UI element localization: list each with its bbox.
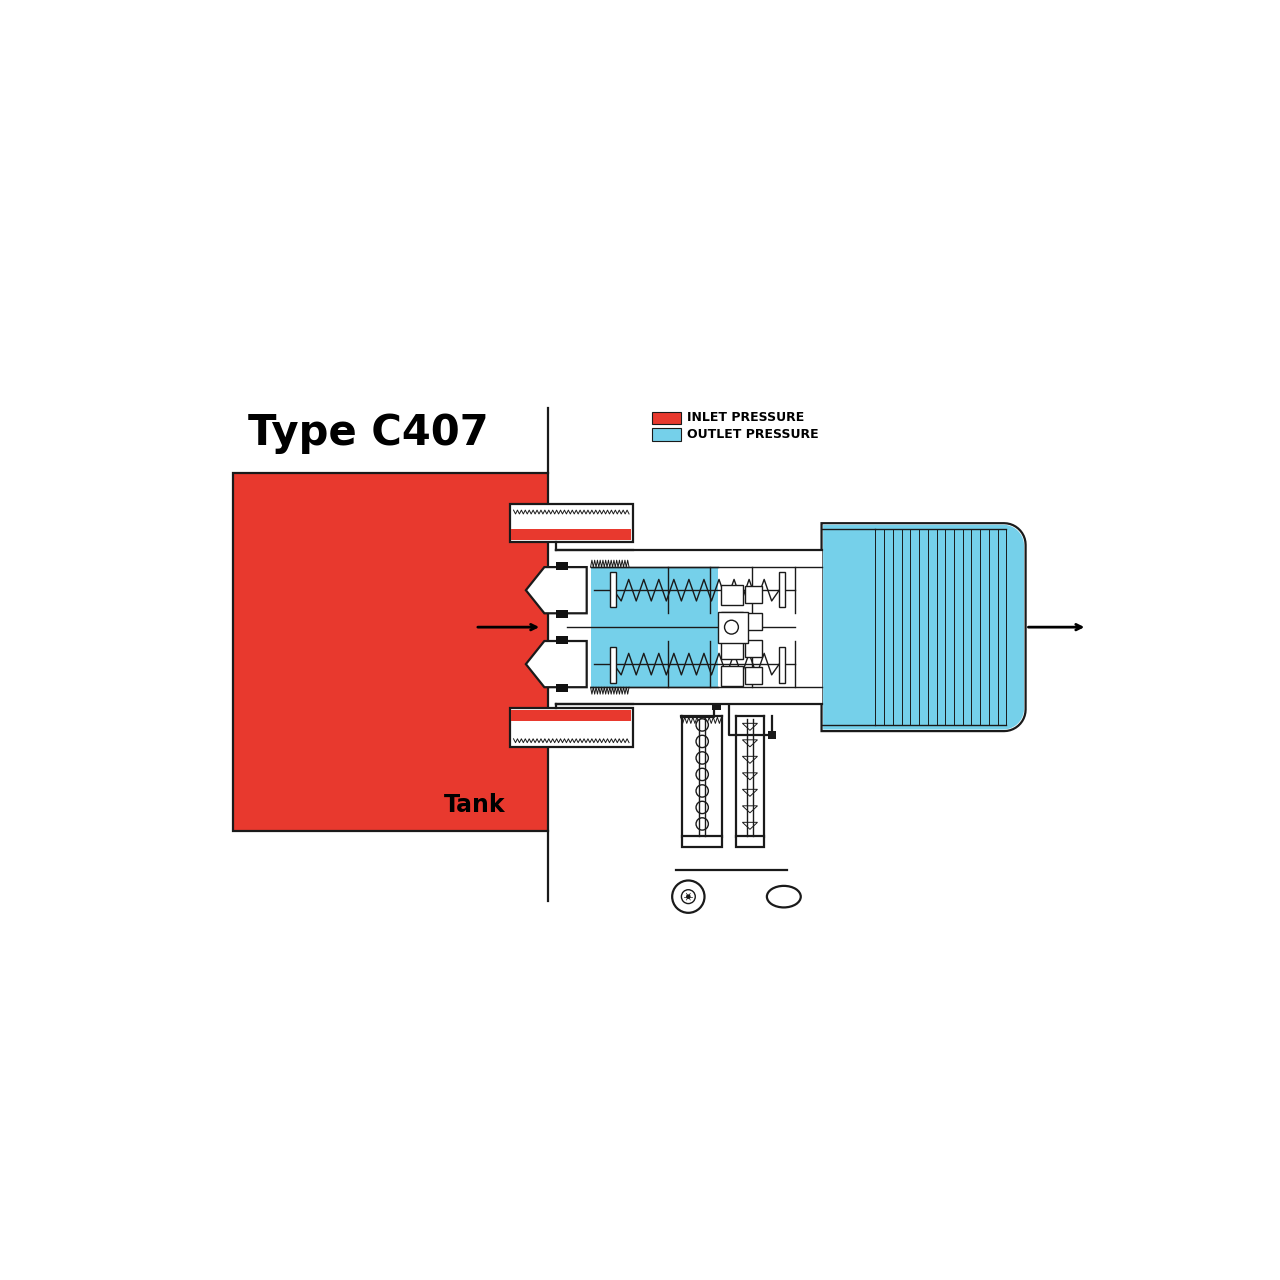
Bar	[511, 710, 631, 721]
Bar	[509, 504, 632, 543]
Bar	[718, 552, 822, 703]
Text: OUTLET PRESSURE: OUTLET PRESSURE	[687, 428, 818, 442]
Bar	[233, 474, 548, 831]
Bar	[745, 640, 763, 657]
Circle shape	[696, 801, 708, 814]
Bar	[652, 429, 681, 440]
Bar	[556, 550, 822, 704]
Circle shape	[672, 881, 704, 913]
Circle shape	[696, 751, 708, 764]
Text: INLET PRESSURE: INLET PRESSURE	[687, 411, 804, 424]
Polygon shape	[742, 790, 758, 796]
Bar	[722, 612, 742, 632]
Polygon shape	[742, 822, 758, 829]
Bar	[652, 412, 681, 424]
Polygon shape	[742, 756, 758, 763]
Circle shape	[686, 895, 691, 899]
Polygon shape	[742, 740, 758, 746]
Bar	[712, 704, 722, 710]
Polygon shape	[742, 806, 758, 813]
Circle shape	[696, 719, 708, 731]
Bar	[768, 731, 776, 739]
Bar	[780, 648, 786, 682]
Polygon shape	[526, 567, 586, 613]
Bar	[722, 639, 742, 659]
Polygon shape	[742, 723, 758, 731]
Text: Type C407: Type C407	[248, 412, 489, 453]
Text: Tank: Tank	[444, 794, 506, 818]
Polygon shape	[742, 773, 758, 780]
Bar	[556, 684, 568, 691]
Bar	[722, 666, 742, 686]
Bar	[590, 567, 822, 687]
Bar	[745, 613, 763, 630]
Bar	[682, 836, 722, 846]
Circle shape	[696, 785, 708, 797]
Bar	[745, 667, 763, 684]
Bar	[609, 572, 616, 607]
Circle shape	[724, 621, 739, 634]
Bar	[556, 562, 568, 570]
Circle shape	[696, 818, 708, 831]
Circle shape	[696, 735, 708, 748]
Polygon shape	[822, 524, 1025, 731]
Polygon shape	[526, 641, 586, 687]
Bar	[556, 636, 568, 644]
Bar	[780, 572, 786, 607]
Bar	[736, 836, 764, 846]
Polygon shape	[823, 525, 1024, 730]
Circle shape	[696, 768, 708, 781]
Bar	[722, 585, 742, 605]
Bar	[509, 708, 632, 746]
Bar	[718, 612, 749, 643]
Circle shape	[681, 890, 695, 904]
Bar	[511, 530, 631, 540]
Ellipse shape	[767, 886, 801, 908]
Bar	[556, 611, 568, 618]
Bar	[609, 648, 616, 682]
Bar	[745, 586, 763, 603]
